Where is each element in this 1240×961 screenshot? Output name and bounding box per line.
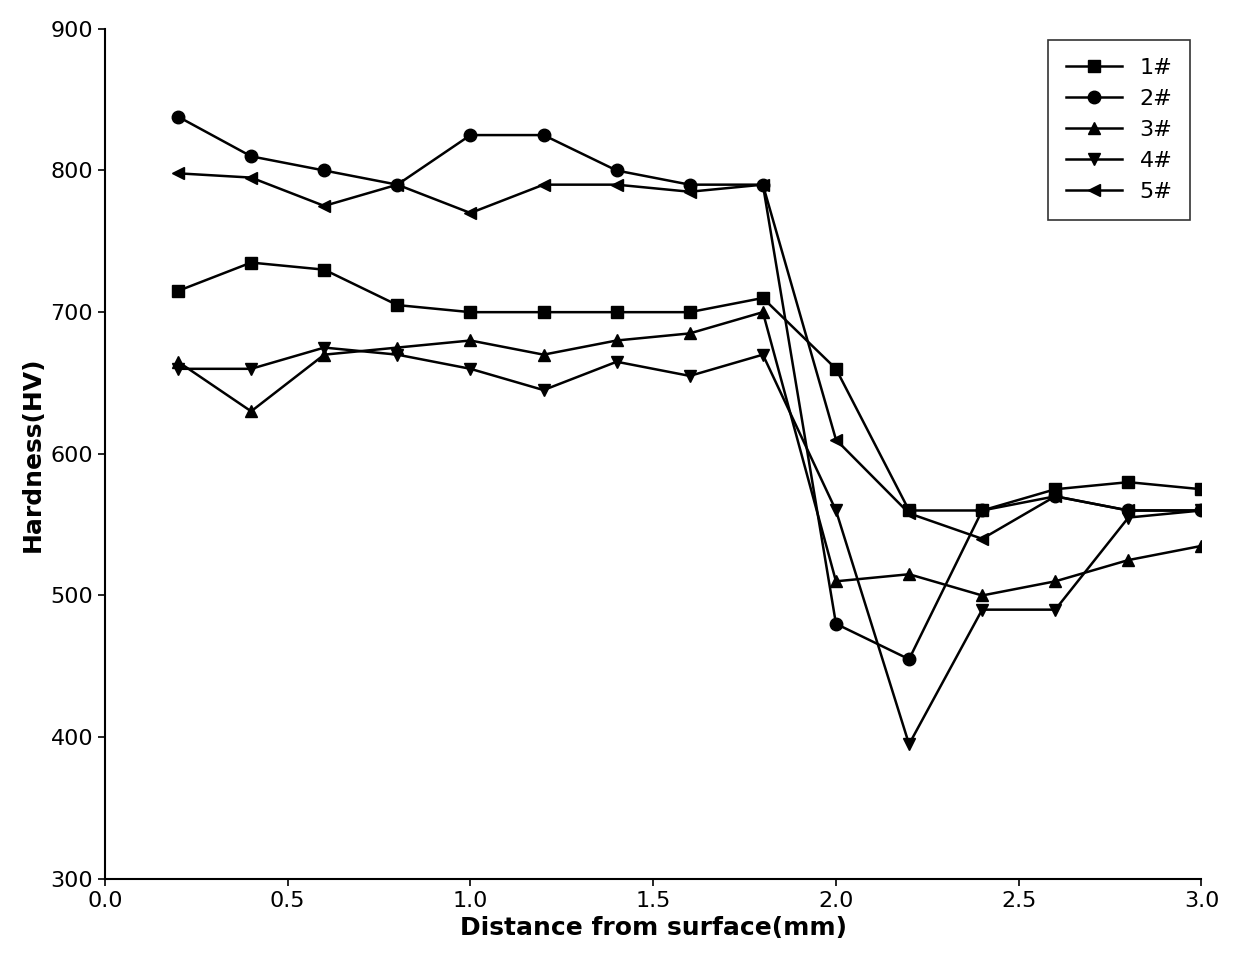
5# [244,172,259,184]
5# [682,186,697,198]
2# [682,179,697,190]
Line: 4#: 4# [172,341,1208,751]
5# [975,533,990,545]
Line: 2#: 2# [172,111,1208,665]
4# [755,349,770,360]
3# [1121,554,1136,566]
X-axis label: Distance from surface(mm): Distance from surface(mm) [460,916,847,940]
2# [1121,505,1136,516]
1# [682,307,697,318]
5# [1048,490,1063,502]
1# [755,292,770,304]
2# [975,505,990,516]
1# [536,307,551,318]
4# [828,505,843,516]
2# [755,179,770,190]
2# [389,179,404,190]
3# [1048,576,1063,587]
5# [389,179,404,190]
Line: 5#: 5# [172,167,1208,545]
2# [609,164,624,176]
3# [463,334,477,346]
Line: 1#: 1# [172,257,1208,517]
3# [316,349,331,360]
2# [901,653,916,665]
5# [1194,505,1209,516]
1# [389,299,404,310]
4# [1194,505,1209,516]
5# [463,208,477,219]
3# [389,342,404,354]
5# [171,167,186,179]
5# [609,179,624,190]
4# [1048,604,1063,615]
5# [828,433,843,445]
Legend: 1#, 2#, 3#, 4#, 5#: 1#, 2#, 3#, 4#, 5# [1049,40,1190,220]
3# [682,328,697,339]
4# [536,384,551,396]
5# [901,507,916,519]
Line: 3#: 3# [172,306,1208,602]
2# [171,111,186,122]
1# [975,505,990,516]
4# [463,363,477,375]
4# [171,363,186,375]
2# [244,151,259,162]
3# [536,349,551,360]
2# [316,164,331,176]
2# [1048,490,1063,502]
4# [244,363,259,375]
5# [1121,505,1136,516]
3# [975,590,990,602]
2# [1194,505,1209,516]
1# [171,285,186,297]
1# [244,257,259,268]
4# [1121,512,1136,524]
1# [316,264,331,276]
1# [1194,483,1209,495]
4# [316,342,331,354]
3# [828,576,843,587]
1# [1048,483,1063,495]
1# [828,363,843,375]
4# [682,370,697,382]
4# [975,604,990,615]
1# [463,307,477,318]
3# [171,356,186,367]
3# [244,406,259,417]
2# [536,130,551,141]
2# [463,130,477,141]
1# [901,505,916,516]
4# [901,738,916,750]
2# [828,618,843,629]
3# [755,307,770,318]
5# [755,179,770,190]
1# [609,307,624,318]
4# [389,349,404,360]
3# [609,334,624,346]
5# [536,179,551,190]
3# [1194,540,1209,552]
4# [609,356,624,367]
Y-axis label: Hardness(HV): Hardness(HV) [21,357,45,552]
5# [316,200,331,211]
3# [901,569,916,580]
1# [1121,477,1136,488]
